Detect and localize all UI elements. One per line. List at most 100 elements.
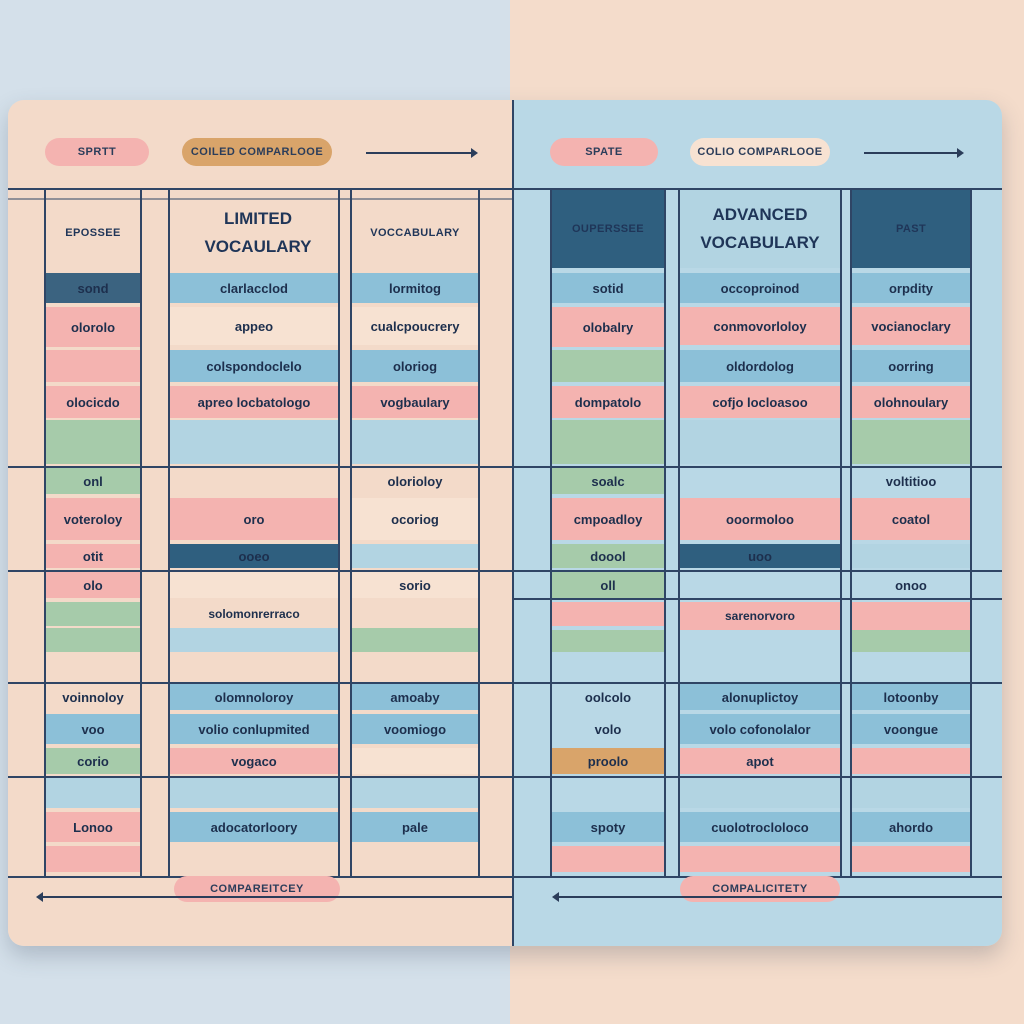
left-grid-line [350,188,352,878]
left-arrow-right-icon [366,148,478,158]
right-table-cell: dompatolo [552,386,664,418]
left-table-filler [352,420,478,464]
right-tag-pill-2[interactable]: COLIO COMPARLOOE [690,138,830,166]
right-table-cell: olohnoulary [852,386,970,418]
left-table-cell: olo [46,572,140,598]
right-grid-line [514,188,1002,190]
right-table-cell: doool [552,544,664,568]
left-table-cell: vogaco [170,748,338,774]
left-table-cell: oloriog [352,350,478,382]
right-table-cell: cofjo locloasoo [680,386,840,418]
left-table-cell: oro [170,498,338,540]
left-header-col3: VOCCABULARY [370,227,460,239]
right-table-cell: uoo [680,544,840,568]
right-footer-pill[interactable]: COMPALICITETY [680,876,840,902]
left-table-cell: ooeo [170,544,338,568]
left-table-cell: otit [46,544,140,568]
right-tag-pill-1[interactable]: SPATE [550,138,658,166]
right-table-cell [680,480,840,494]
right-arrow-right-icon [864,148,964,158]
left-grid-line [140,188,142,878]
right-table-cell: onoo [895,577,927,593]
right-table-cell: voongue [852,714,970,744]
left-table-cell: Lonoo [46,812,140,842]
right-table-filler [552,602,664,626]
right-table-cell: sarenorvoro [680,602,840,630]
left-table-cell: voteroloy [46,498,140,540]
left-table-cell: voinnoloy [62,689,124,705]
left-table-cell: vogbaulary [352,386,478,418]
left-table-cell: cualcpoucrery [352,307,478,345]
left-table-cell: ocoriog [352,498,478,540]
left-table-cell: clarlacclod [170,273,338,303]
left-footer-pill[interactable]: COMPAREITCEY [174,876,340,902]
left-table-filler [46,420,140,464]
right-table-filler [552,630,664,652]
right-grid-line [678,188,680,878]
left-grid-line [478,188,480,878]
left-table-cell: voo [46,714,140,744]
right-grid-line [550,188,552,878]
right-table-cell [852,748,970,774]
left-tag-pill-1[interactable]: SPRTT [45,138,149,166]
right-table-cell: vocianoclary [852,307,970,345]
right-table-filler [680,420,840,464]
left-table-cell: sond [46,273,140,303]
right-table-cell: oorring [852,350,970,382]
left-arrow-left-icon [36,892,512,902]
left-grid-line [44,188,46,878]
right-table-cell: coatol [852,498,970,540]
left-table-cell: apreo locbatologo [170,386,338,418]
left-table-cell: lormitog [352,273,478,303]
left-tag-pill-2[interactable]: COILED COMPARLOOE [182,138,332,166]
left-table-cell: colspondoclelo [170,350,338,382]
left-table-cell: corio [46,748,140,774]
right-grid-line [840,188,842,878]
right-table-cell: oldordolog [680,350,840,382]
right-table-filler [552,846,664,872]
advanced-vocabulary-panel: SPATE COLIO COMPARLOOE OUPERSSEE ADVANCE… [512,100,1002,946]
right-table-cell: alonuplictoy [680,684,840,710]
left-table-filler [46,628,140,652]
right-table-cell: orpdity [852,273,970,303]
left-table-cell: onl [46,468,140,494]
left-table-filler [170,628,338,652]
left-table-cell: volio conlupmited [170,714,338,744]
right-arrow-left-icon [552,892,1002,902]
left-header-col1: EPOSSEE [65,227,121,239]
right-grid-line [514,682,1002,684]
right-table-cell: volo [594,721,622,737]
right-grid-line [514,598,1002,600]
left-table-cell: olomnoloroy [170,684,338,710]
right-grid-line [970,188,972,878]
left-table-filler [170,778,338,808]
right-header-col3: PAST [852,190,970,268]
right-table-cell: ahordo [852,812,970,842]
left-table-cell: amoaby [352,684,478,710]
left-table-filler [46,778,140,808]
right-grid-line [850,188,852,878]
left-table-cell: olorolo [46,307,140,347]
left-table-cell [170,480,338,494]
right-header-col1: OUPERSSEE [552,190,664,268]
right-table-cell: oll [552,572,664,598]
right-table-cell [680,572,840,598]
left-table-cell: appeo [170,307,338,345]
right-table-cell: lotoonby [852,684,970,710]
left-grid-line [8,570,512,572]
left-table-cell [170,572,338,598]
right-table-filler [680,846,840,872]
left-table-filler [46,846,140,872]
right-table-cell: volo cofonolalor [680,714,840,744]
right-table-cell: conmovorloloy [680,307,840,345]
right-grid-line [514,466,1002,468]
left-table-cell: solomonrerraco [208,607,300,621]
left-table-cell: olocicdo [46,386,140,418]
right-table-filler [852,778,970,808]
right-table-cell: ooormoloo [680,498,840,540]
right-table-cell: occoproinod [680,273,840,303]
right-table-cell: soalc [552,468,664,494]
right-table-cell: sotid [552,273,664,303]
left-grid-line [8,198,512,200]
right-table-cell: cmpoadloy [552,498,664,540]
